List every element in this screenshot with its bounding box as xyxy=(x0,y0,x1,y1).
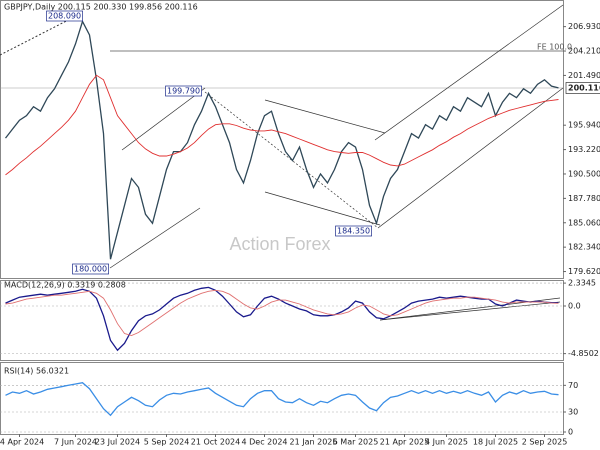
y-tick-label: 195.940 xyxy=(568,121,600,130)
annotation-box xyxy=(46,10,83,22)
current-price-box xyxy=(565,82,600,94)
series-line xyxy=(5,74,559,176)
macd-trend-line xyxy=(379,301,561,321)
annotation-box xyxy=(335,225,372,237)
x-tick-label: 21 Apr 2025 xyxy=(380,438,429,447)
x-tick-label: 2 Sep 2025 xyxy=(522,438,568,447)
annotation-box xyxy=(165,85,202,97)
chart-title: GBPJPY,Daily 200.115 200.330 199.856 200… xyxy=(4,3,198,12)
x-tick-label: 5 Sep 2024 xyxy=(144,438,190,447)
y-tick-label: -4.8502 xyxy=(568,349,599,358)
price-panel xyxy=(0,0,564,279)
rsi-panel xyxy=(0,362,564,435)
annotation-box xyxy=(72,263,109,275)
x-tick-label: 21 Oct 2024 xyxy=(191,438,240,447)
x-tick-label: 7 Jun 2024 xyxy=(54,438,97,447)
watermark: Action Forex xyxy=(229,234,330,254)
y-tick-label: 187.780 xyxy=(568,194,600,203)
series-line xyxy=(5,382,559,417)
current-price-label: 200.116 xyxy=(568,84,600,93)
macd-title: MACD(12,26,9) 0.3319 0.2808 xyxy=(4,281,126,290)
macd-panel xyxy=(0,280,564,361)
x-tick-label: 21 Jan 2025 xyxy=(290,438,338,447)
y-tick-label: 185.060 xyxy=(568,218,600,227)
trend-line xyxy=(204,91,379,229)
channel-line xyxy=(264,99,386,134)
y-tick-label: 0.0 xyxy=(568,302,581,311)
series-line xyxy=(5,289,559,336)
x-tick-label: 23 Jul 2024 xyxy=(95,438,140,447)
channel-line xyxy=(374,4,564,141)
channel-line xyxy=(377,87,564,229)
annotation: 199.790 xyxy=(167,87,200,96)
x-tick-label: 4 Dec 2024 xyxy=(241,438,287,447)
trend-line xyxy=(0,13,81,56)
channel-line xyxy=(264,191,381,226)
rsi-title: RSI(14) 56.0321 xyxy=(4,367,69,376)
x-tick-label: 18 Jul 2025 xyxy=(473,438,518,447)
y-tick-label: 190.500 xyxy=(568,169,600,178)
y-tick-label: 193.220 xyxy=(568,145,600,154)
x-tick-label: 4 Jun 2025 xyxy=(425,438,468,447)
y-tick-label: 70 xyxy=(568,381,578,390)
channel-line xyxy=(109,207,201,269)
annotation: 180.000 xyxy=(74,265,107,274)
y-tick-label: 0 xyxy=(568,428,573,437)
y-tick-label: 206.930 xyxy=(568,22,600,31)
y-tick-label: 204.210 xyxy=(568,47,600,56)
y-tick-label: 30 xyxy=(568,408,578,417)
y-tick-label: 2.3345 xyxy=(568,279,596,288)
annotation: FE 100.0 xyxy=(537,43,572,52)
annotation: 184.350 xyxy=(337,227,370,236)
x-tick-label: 6 Mar 2025 xyxy=(333,438,379,447)
annotation: 208.090 xyxy=(48,12,81,21)
y-tick-label: 182.340 xyxy=(568,243,600,252)
y-tick-label: 179.620 xyxy=(568,267,600,276)
y-tick-label: 201.490 xyxy=(568,71,600,80)
x-tick-label: 24 Apr 2024 xyxy=(0,438,44,447)
series-line xyxy=(4,19,559,260)
